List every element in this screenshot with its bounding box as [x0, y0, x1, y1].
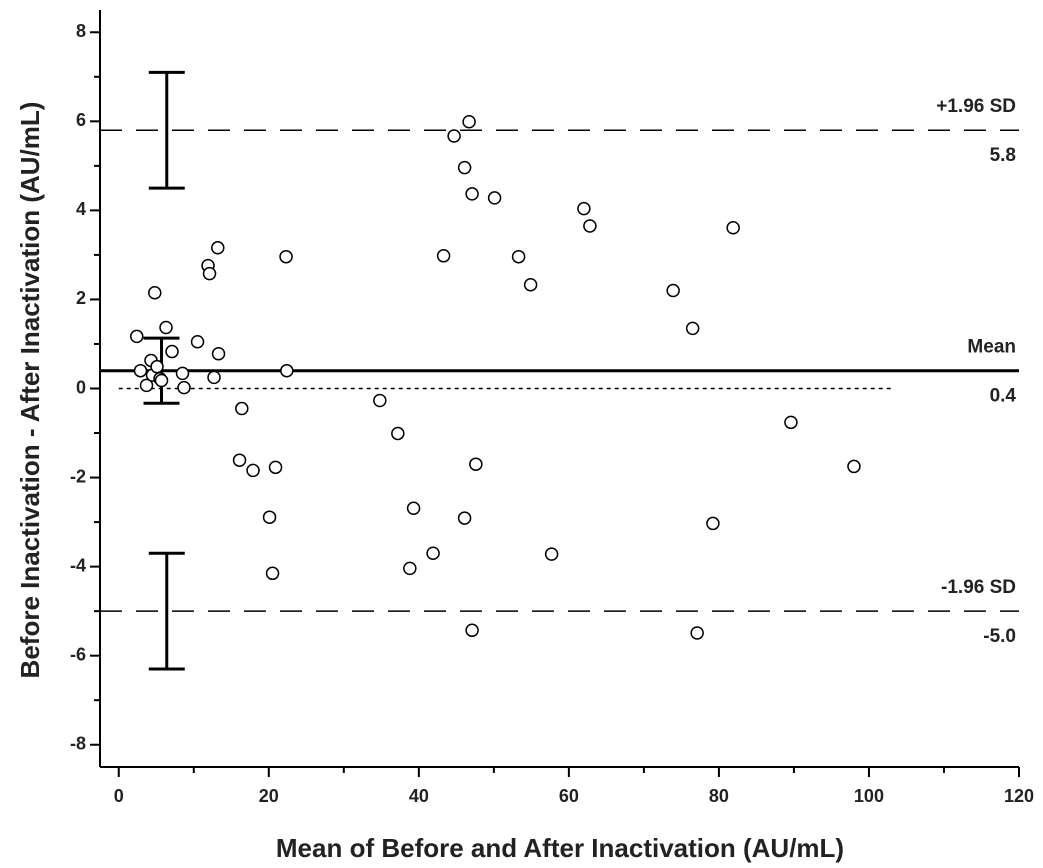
point — [139, 378, 154, 393]
point — [165, 344, 179, 359]
point — [784, 415, 798, 430]
point — [487, 191, 502, 205]
reference-value-label: -5.0 — [983, 626, 1016, 647]
y-tick-label: -8 — [70, 733, 86, 753]
point — [726, 220, 740, 235]
point — [133, 363, 148, 378]
y-tick-label: 0 — [76, 377, 86, 397]
point — [706, 516, 720, 531]
y-tick-label: 4 — [76, 199, 86, 219]
point — [465, 187, 479, 201]
x-tick-label: 0 — [114, 786, 124, 806]
x-tick-label: 80 — [709, 786, 729, 806]
point — [690, 626, 704, 640]
y-tick-label: 8 — [76, 21, 86, 41]
x-tick-label: 100 — [854, 786, 884, 806]
point — [202, 266, 217, 281]
x-tick-label: 60 — [559, 786, 579, 806]
x-tick-label: 40 — [409, 786, 429, 806]
point — [207, 370, 221, 385]
point — [685, 321, 700, 336]
reference-label: -1.96 SD — [941, 577, 1016, 598]
point — [177, 380, 191, 395]
y-tick-label: 2 — [76, 288, 86, 308]
point — [666, 283, 680, 298]
point — [148, 286, 162, 300]
x-tick-label: 120 — [1004, 786, 1034, 806]
point — [262, 510, 277, 524]
point — [232, 453, 247, 467]
reference-value-label: 5.8 — [990, 145, 1016, 166]
point — [577, 201, 591, 216]
point — [391, 426, 405, 441]
point — [511, 249, 526, 264]
x-axis-title: Mean of Before and After Inactivation (A… — [276, 833, 844, 863]
y-tick-label: -2 — [70, 466, 86, 486]
point — [583, 219, 597, 233]
y-tick-label: -6 — [70, 644, 86, 664]
point — [246, 463, 260, 478]
point — [211, 347, 226, 361]
point — [211, 241, 225, 255]
point — [159, 320, 173, 335]
point — [280, 363, 294, 378]
point — [235, 401, 249, 416]
point — [436, 249, 451, 263]
point — [426, 546, 440, 561]
point — [150, 359, 164, 374]
y-tick-label: 6 — [76, 110, 86, 130]
reference-label: Mean — [967, 337, 1016, 358]
point — [175, 366, 190, 381]
y-axis-title: Before Inactivation - After Inactivation… — [15, 102, 45, 679]
x-tick-label: 20 — [259, 786, 279, 806]
point — [373, 393, 387, 408]
point — [130, 329, 144, 344]
point — [544, 547, 559, 561]
point — [462, 115, 476, 129]
point — [457, 511, 472, 525]
point — [154, 373, 169, 388]
point — [465, 623, 479, 638]
point — [406, 501, 421, 516]
point — [469, 457, 483, 471]
point — [190, 334, 205, 349]
point — [523, 277, 538, 292]
reference-label: +1.96 SD — [936, 96, 1016, 117]
point — [847, 459, 861, 474]
point — [279, 249, 293, 264]
y-tick-label: -4 — [70, 555, 86, 575]
point — [403, 561, 417, 576]
point — [265, 566, 280, 581]
point — [447, 129, 461, 143]
point — [268, 460, 283, 475]
point — [457, 160, 472, 175]
reference-value-label: 0.4 — [990, 386, 1017, 407]
